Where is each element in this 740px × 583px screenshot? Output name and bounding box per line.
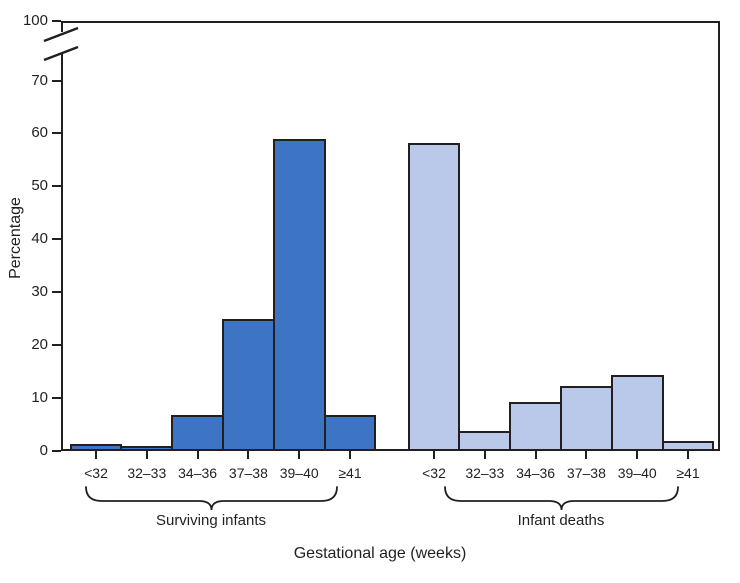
bar-surviving-4 xyxy=(272,138,326,451)
bar-deaths-0 xyxy=(407,142,461,451)
brace-surviving xyxy=(85,486,338,511)
y-tick-mark-100 xyxy=(52,20,61,22)
x-tick-mark-deaths-5 xyxy=(687,451,689,459)
bar-surviving-3 xyxy=(222,318,275,451)
y-tick-label-50: 50 xyxy=(31,177,48,195)
x-tick-mark-surviving-1 xyxy=(145,451,148,459)
y-tick-mark-40 xyxy=(52,238,61,241)
bar-deaths-5 xyxy=(661,440,715,451)
x-tick-label-surviving-4: 39–40 xyxy=(279,465,319,481)
brace-deaths xyxy=(444,486,679,511)
x-tick-mark-surviving-5 xyxy=(349,451,351,459)
y-tick-mark-50 xyxy=(52,185,61,188)
x-tick-mark-deaths-2 xyxy=(534,451,537,459)
y-tick-label-0: 0 xyxy=(39,442,48,459)
y-tick-mark-60 xyxy=(52,132,61,135)
x-tick-mark-surviving-0 xyxy=(95,451,97,459)
y-tick-label-70: 70 xyxy=(31,71,48,89)
y-tick-mark-30 xyxy=(52,291,61,294)
x-tick-label-deaths-2: 34–36 xyxy=(516,465,556,481)
x-tick-mark-surviving-2 xyxy=(196,451,199,459)
x-tick-label-deaths-5: ≥41 xyxy=(676,465,700,481)
x-tick-mark-deaths-4 xyxy=(636,451,639,459)
x-tick-label-deaths-3: 37–38 xyxy=(566,465,606,481)
y-tick-mark-20 xyxy=(52,344,61,347)
x-tick-label-deaths-4: 39–40 xyxy=(617,465,657,481)
plot-area xyxy=(61,21,720,451)
group-label-deaths: Infant deaths xyxy=(517,512,605,529)
x-tick-label-surviving-2: 34–36 xyxy=(178,465,218,481)
x-tick-label-surviving-5: ≥41 xyxy=(338,465,362,481)
bar-surviving-5 xyxy=(323,415,377,451)
bar-deaths-3 xyxy=(560,386,613,451)
x-tick-mark-surviving-4 xyxy=(298,451,301,459)
x-tick-label-deaths-1: 32–33 xyxy=(465,465,505,481)
y-axis-line xyxy=(61,21,63,451)
x-tick-label-surviving-1: 32–33 xyxy=(127,465,167,481)
x-tick-mark-deaths-3 xyxy=(585,451,588,459)
group-label-surviving: Surviving infants xyxy=(155,512,267,529)
y-tick-label-20: 20 xyxy=(31,336,48,354)
bar-deaths-1 xyxy=(458,430,512,451)
x-tick-mark-surviving-3 xyxy=(247,451,250,459)
y-tick-label-30: 30 xyxy=(31,283,48,301)
y-tick-mark-70 xyxy=(52,79,61,82)
plot-frame-right xyxy=(718,21,720,451)
bar-deaths-4 xyxy=(610,374,664,451)
x-tick-mark-deaths-0 xyxy=(433,451,435,459)
y-tick-label-10: 10 xyxy=(31,389,48,407)
x-axis-line xyxy=(61,449,720,451)
x-axis-title: Gestational age (weeks) xyxy=(293,545,467,562)
bar-deaths-2 xyxy=(509,401,562,451)
y-tick-mark-0 xyxy=(52,450,61,452)
bar-surviving-2 xyxy=(171,415,224,451)
x-tick-label-deaths-0: <32 xyxy=(422,465,446,481)
plot-frame-top xyxy=(61,21,720,23)
x-tick-label-surviving-0: <32 xyxy=(84,465,108,481)
y-tick-mark-10 xyxy=(52,397,61,400)
x-tick-mark-deaths-1 xyxy=(483,451,486,459)
y-tick-label-100: 100 xyxy=(22,12,48,29)
y-tick-label-40: 40 xyxy=(31,230,48,248)
x-tick-label-surviving-3: 37–38 xyxy=(228,465,268,481)
y-tick-label-60: 60 xyxy=(31,124,48,142)
bar-surviving-0 xyxy=(69,444,123,451)
